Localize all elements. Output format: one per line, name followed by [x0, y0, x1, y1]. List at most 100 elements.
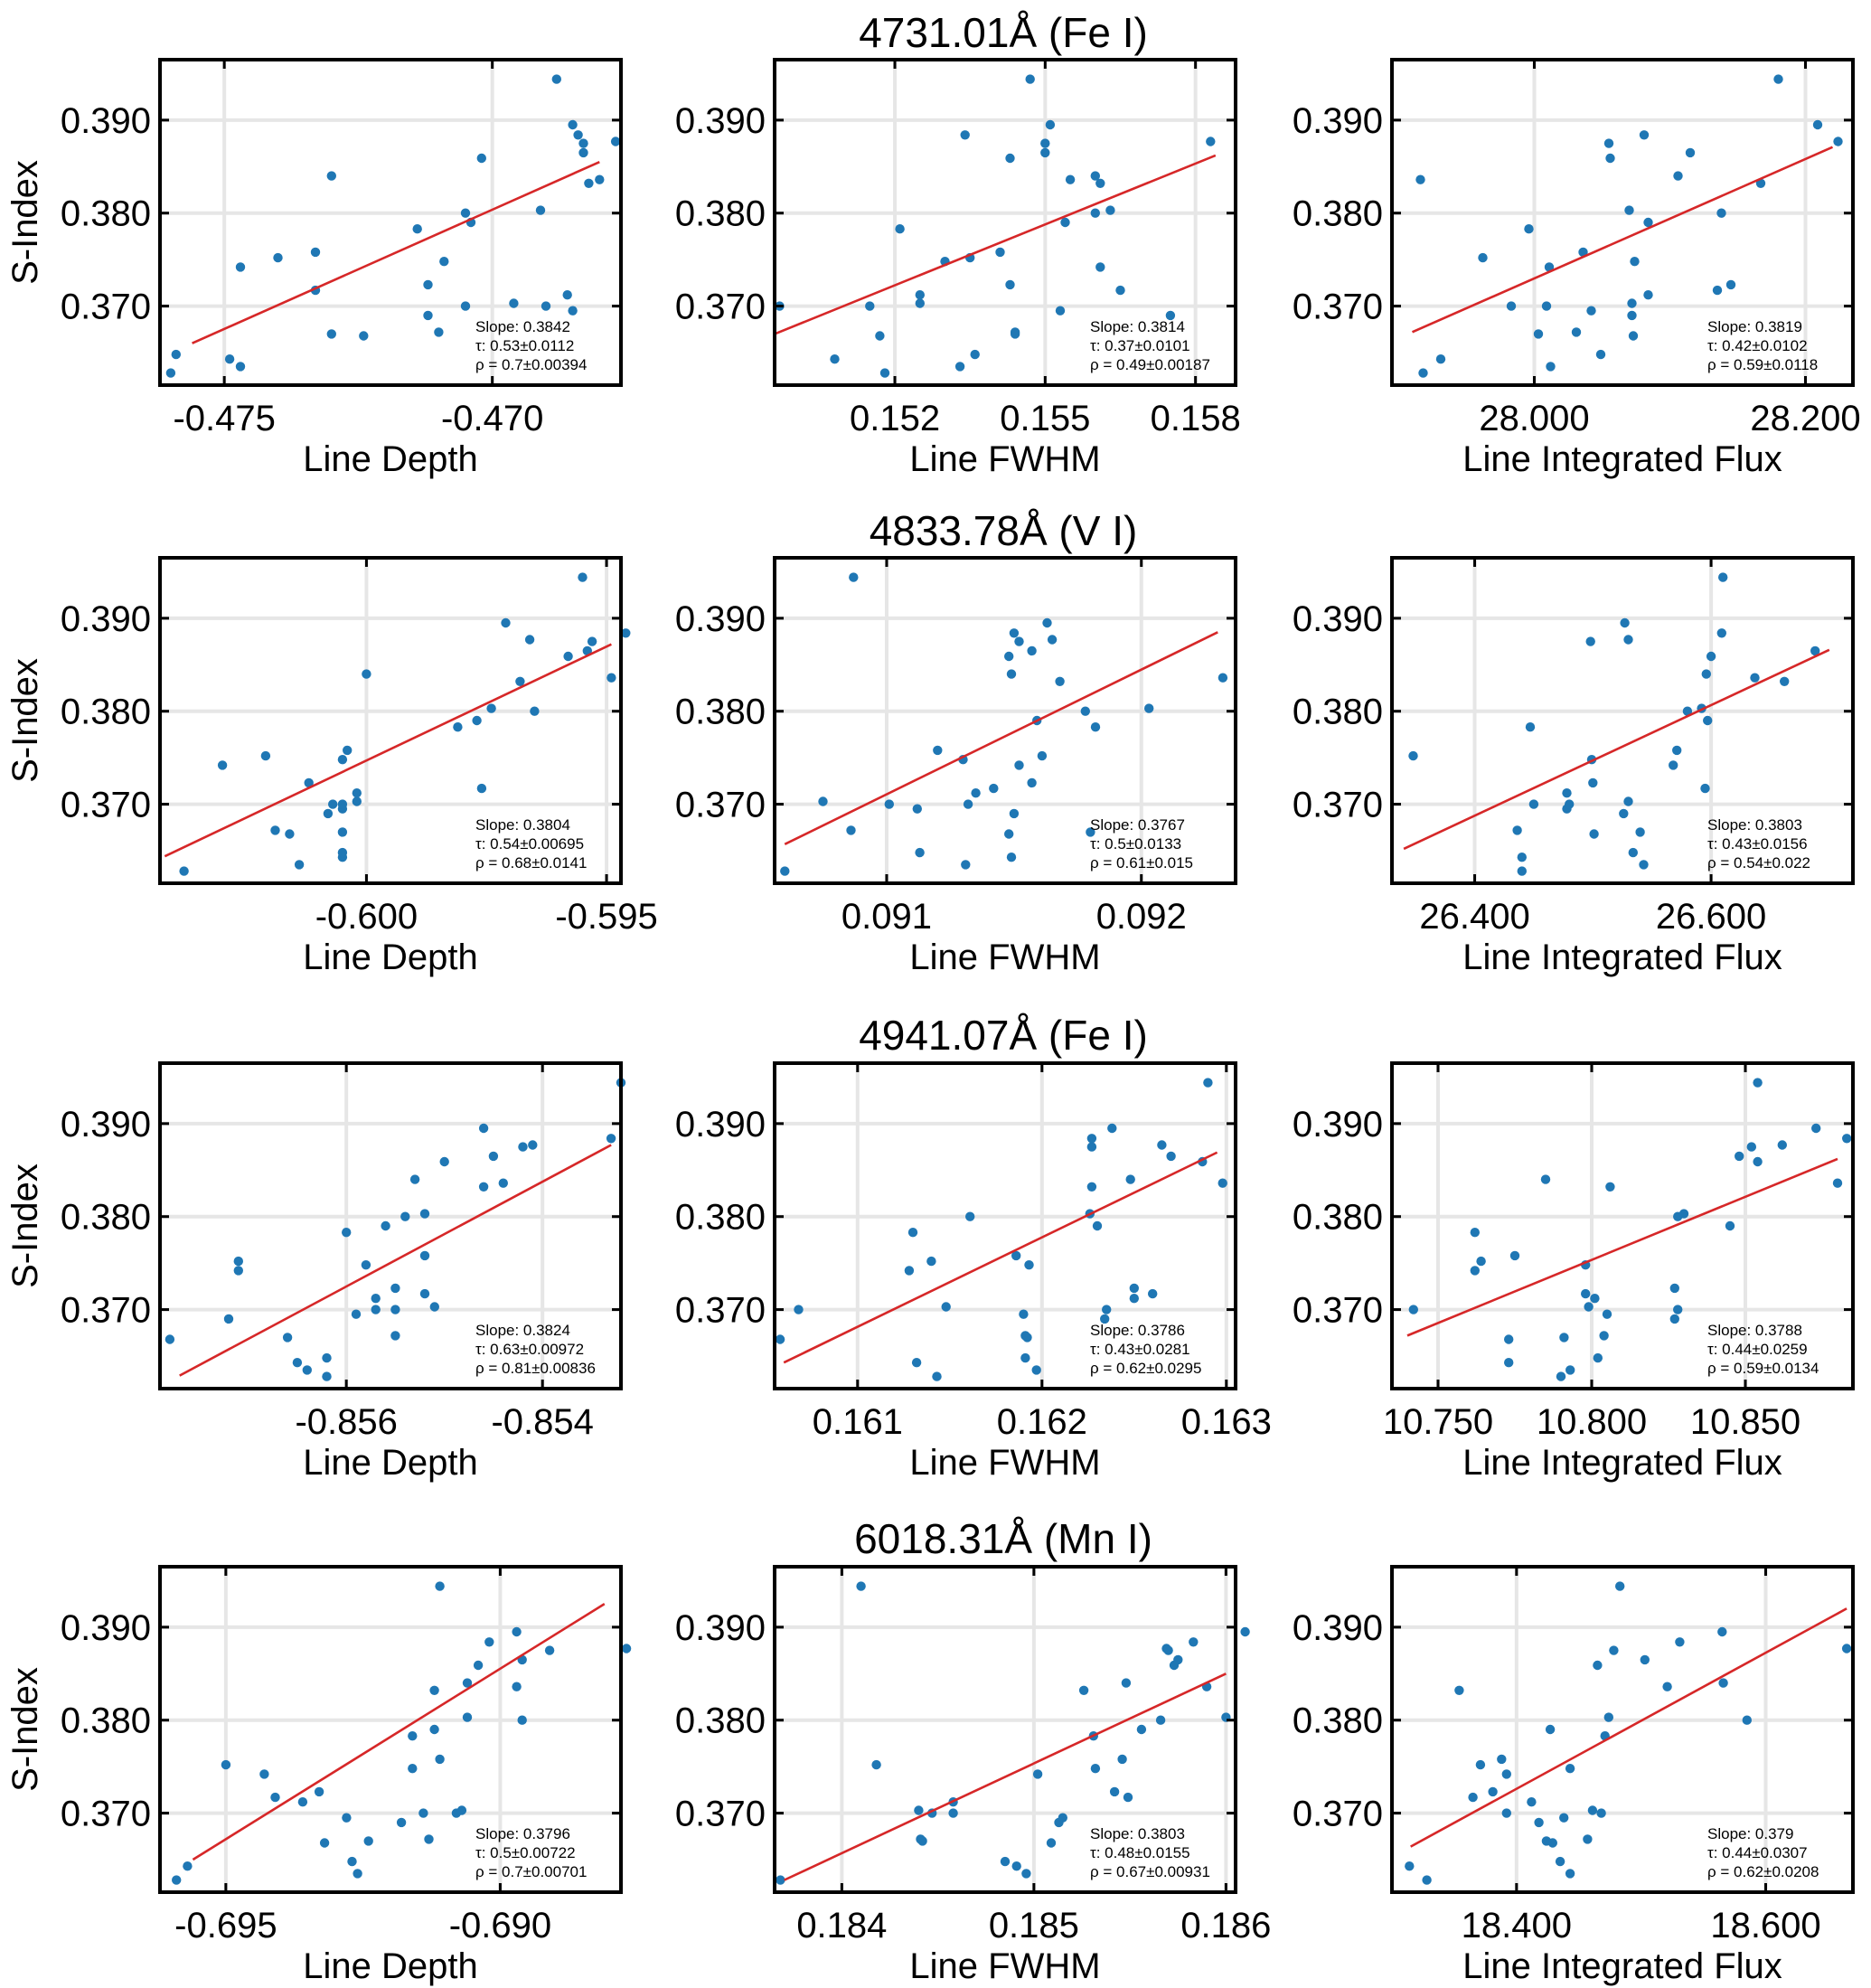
data-point: [352, 788, 362, 798]
data-point: [326, 171, 336, 181]
data-point: [1086, 1134, 1097, 1144]
data-point: [907, 1228, 918, 1238]
x-tick-label: -0.695: [174, 1906, 277, 1946]
data-point: [1643, 290, 1653, 300]
data-point: [1024, 1260, 1034, 1270]
y-tick-label: 0.390: [61, 101, 151, 141]
data-point: [352, 796, 362, 806]
data-point: [1578, 247, 1588, 258]
x-tick-label: 26.400: [1419, 897, 1529, 937]
data-point: [314, 1786, 324, 1797]
stat-tau: τ: 0.37±0.0101: [1090, 337, 1190, 354]
data-point: [1603, 1712, 1614, 1722]
data-point: [1583, 1834, 1593, 1844]
stat-rho: ρ = 0.68±0.0141: [475, 854, 587, 872]
data-point: [408, 1731, 418, 1741]
stat-tau: τ: 0.48±0.0155: [1090, 1844, 1190, 1861]
axes-frame: [773, 1061, 1237, 1390]
x-tick-label: 18.400: [1462, 1906, 1572, 1946]
data-point: [429, 1302, 439, 1312]
data-point: [1534, 1817, 1544, 1828]
fit-line: [784, 631, 1218, 845]
stat-slope: Slope: 0.3788: [1707, 1322, 1802, 1339]
data-point: [476, 153, 486, 164]
data-point: [1020, 1352, 1030, 1363]
data-point: [1025, 74, 1035, 84]
data-point: [1129, 1283, 1140, 1294]
data-point: [528, 1140, 538, 1150]
data-point: [1524, 224, 1534, 234]
data-point: [359, 331, 369, 341]
data-point: [270, 825, 280, 835]
data-point: [1605, 153, 1615, 164]
data-point: [328, 799, 338, 809]
x-tick-label: -0.856: [295, 1402, 397, 1442]
data-point: [1040, 138, 1050, 148]
data-point: [217, 760, 228, 770]
y-tick-label: 0.370: [675, 786, 766, 825]
data-point: [780, 866, 790, 876]
y-tick-label: 0.370: [1293, 287, 1383, 327]
data-point: [1700, 783, 1710, 794]
data-point: [1161, 1644, 1171, 1654]
data-point: [1109, 1786, 1120, 1797]
data-point: [961, 860, 971, 870]
data-point: [1589, 829, 1599, 839]
y-tick-label: 0.370: [61, 1795, 151, 1834]
data-point: [472, 715, 482, 726]
data-point: [621, 1644, 632, 1654]
data-point: [1148, 1288, 1158, 1299]
data-point: [1009, 808, 1020, 819]
scatter-panel: 0.370 0.380 0.390 0.184 0.185 0.186 Line FWHM S…: [675, 1565, 1271, 1986]
data-point: [1627, 310, 1637, 321]
data-point: [1555, 1856, 1565, 1867]
data-point: [1031, 1365, 1041, 1375]
data-point: [1055, 306, 1066, 316]
data-point: [541, 301, 551, 311]
y-tick-label: 0.380: [675, 1701, 766, 1741]
data-point: [582, 645, 592, 656]
y-tick-label: 0.370: [1293, 786, 1383, 825]
stat-tau: τ: 0.63±0.00972: [475, 1341, 584, 1358]
data-point: [1812, 119, 1823, 130]
data-point: [1777, 1140, 1788, 1150]
data-point: [337, 827, 348, 837]
y-tick-label: 0.380: [61, 194, 151, 234]
row-title: 4941.07Å (Fe I): [859, 1012, 1148, 1059]
data-point: [1010, 327, 1020, 337]
data-point: [1596, 1808, 1606, 1818]
row-title: 6018.31Å (Mn I): [854, 1515, 1152, 1562]
data-point: [1100, 1314, 1110, 1324]
data-point: [1669, 1314, 1680, 1324]
data-point: [165, 368, 176, 378]
data-point: [1587, 1805, 1598, 1815]
data-point: [390, 1331, 400, 1341]
data-point: [409, 1174, 420, 1184]
axes-frame: [158, 1565, 623, 1894]
data-point: [1541, 301, 1552, 311]
data-point: [849, 572, 859, 582]
data-point: [424, 1834, 434, 1844]
data-point: [347, 1856, 357, 1867]
data-point: [439, 257, 449, 267]
data-point: [1811, 1123, 1821, 1134]
data-point: [1027, 645, 1037, 656]
data-point: [535, 205, 546, 215]
data-point: [1422, 1875, 1432, 1885]
data-point: [1701, 669, 1712, 679]
data-point: [462, 1678, 473, 1688]
x-tick-label: 26.600: [1656, 897, 1766, 937]
data-point: [1090, 208, 1101, 218]
data-point: [165, 1334, 175, 1344]
x-axis-label: Line Depth: [303, 439, 477, 479]
data-point: [1619, 808, 1629, 819]
stat-rho: ρ = 0.59±0.0118: [1707, 356, 1818, 373]
y-tick-label: 0.370: [675, 1795, 766, 1834]
data-point: [1501, 1808, 1512, 1818]
data-point: [1009, 628, 1020, 638]
data-point: [1040, 147, 1050, 158]
data-point: [621, 628, 631, 638]
fit-line: [1410, 1607, 1847, 1848]
x-axis-label: Line FWHM: [909, 937, 1100, 977]
